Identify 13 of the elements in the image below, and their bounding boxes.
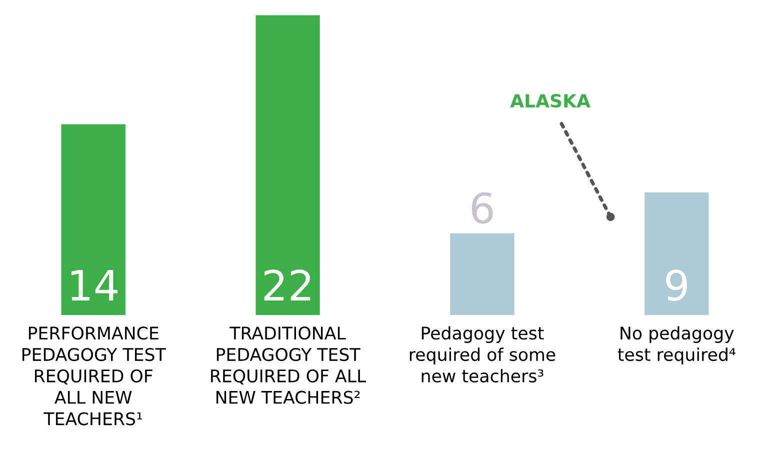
x-tick-label: Pedagogy test required of some new teachers³ — [410, 326, 556, 382]
bar — [61, 124, 126, 316]
x-tick-label: TRADITIONAL PEDAGOGY TEST REQUIRED OF ALL NEW TEACHERS² — [211, 326, 366, 404]
annotation: ALASKA — [510, 94, 590, 108]
x-tick-label: PERFORMANCE PEDAGOGY TEST REQUIRED OF ALL NEW TEACHERS¹ — [22, 326, 166, 426]
data-label: 6 — [472, 192, 493, 224]
data-label: 9 — [666, 270, 687, 302]
bar — [450, 233, 514, 316]
bar — [256, 15, 320, 316]
data-label: 22 — [264, 270, 310, 300]
bar — [644, 192, 709, 316]
x-tick-label: No pedagogy test required⁴ — [618, 326, 736, 364]
data-label: 14 — [71, 270, 118, 300]
